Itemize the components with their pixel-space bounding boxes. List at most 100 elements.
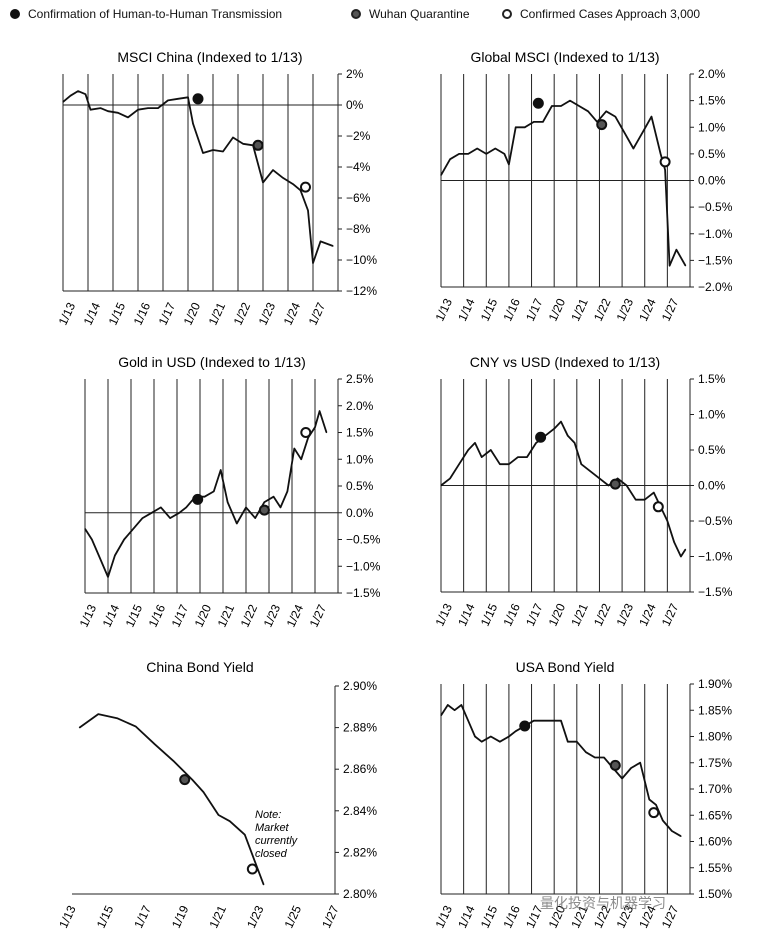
data-point: [673, 541, 675, 543]
x-tick-label: 1/13: [432, 296, 455, 323]
data-point: [585, 751, 587, 753]
legend-label: Confirmation of Human-to-Human Transmiss…: [28, 7, 283, 21]
data-point: [69, 95, 72, 97]
data-point: [222, 150, 224, 153]
x-tick-label: 1/24: [281, 300, 304, 327]
data-point: [607, 484, 610, 487]
data-point: [449, 477, 451, 479]
data-point: [567, 435, 569, 437]
x-tick-label: 1/15: [478, 601, 501, 628]
chart-title: China Bond Yield: [146, 659, 253, 675]
x-tick-label: 1/14: [81, 300, 104, 327]
data-point: [560, 421, 562, 423]
x-tick-label: 1/17: [523, 296, 546, 323]
data-point: [137, 109, 139, 111]
data-point: [151, 512, 153, 514]
data-point: [503, 153, 505, 155]
data-point: [99, 107, 102, 109]
data-point: [490, 449, 492, 451]
data-point: [569, 100, 571, 102]
event-marker-filled: [532, 97, 544, 109]
data-point: [476, 147, 478, 150]
y-tick-label: 1.5%: [698, 372, 726, 386]
data-point: [202, 152, 204, 154]
x-tick-label: 1/14: [455, 601, 478, 628]
data-point: [107, 576, 109, 578]
y-tick-label: 2.0%: [346, 399, 374, 413]
x-tick-label: 1/16: [500, 903, 523, 930]
x-tick-label: 1/24: [636, 296, 659, 323]
data-point: [244, 834, 246, 836]
y-tick-label: 2.0%: [698, 67, 726, 81]
chart-title: Global MSCI (Indexed to 1/13): [470, 49, 659, 65]
x-tick-label: 1/20: [181, 300, 204, 327]
data-point: [440, 174, 442, 176]
y-tick-label: −8%: [346, 222, 371, 236]
x-tick-label: 1/16: [146, 602, 169, 629]
y-tick-label: −6%: [346, 191, 371, 205]
data-point: [490, 735, 492, 738]
x-tick-label: 1/21: [206, 300, 229, 327]
series-line: [78, 713, 265, 885]
data-point: [98, 554, 100, 557]
data-point: [229, 820, 231, 822]
data-point: [62, 101, 64, 103]
x-tick-label: 1/19: [169, 903, 192, 930]
event-marker-mid: [609, 759, 621, 771]
x-tick-label: 1/17: [156, 300, 179, 327]
series-line: [440, 99, 687, 267]
y-tick-label: 1.75%: [698, 756, 732, 770]
data-point: [680, 835, 682, 837]
x-tick-label: 1/27: [307, 602, 330, 629]
data-point: [272, 169, 274, 171]
x-tick-label: 1/23: [244, 903, 267, 930]
data-point: [644, 499, 646, 501]
data-point: [467, 449, 469, 451]
data-point: [262, 181, 264, 184]
data-point: [560, 720, 562, 722]
data-point: [533, 720, 535, 722]
data-point: [573, 442, 576, 444]
data-point: [169, 517, 171, 519]
y-tick-label: 1.90%: [698, 677, 732, 691]
data-point: [314, 426, 316, 428]
y-tick-label: 2.5%: [346, 372, 374, 386]
data-point: [192, 123, 194, 125]
data-point: [202, 791, 205, 793]
data-point: [684, 265, 687, 267]
chart-title: CNY vs USD (Indexed to 1/13): [470, 354, 660, 370]
data-point: [485, 153, 487, 155]
x-tick-label: 1/13: [77, 602, 100, 629]
x-tick-label: 1/22: [231, 300, 254, 327]
data-point: [578, 105, 580, 107]
x-tick-label: 1/20: [546, 296, 569, 323]
data-point: [508, 463, 510, 465]
data-point: [664, 169, 666, 171]
data-point: [684, 548, 687, 550]
data-point: [653, 492, 655, 494]
y-tick-label: 1.80%: [698, 730, 732, 744]
x-tick-label: 1/23: [256, 300, 279, 327]
x-tick-label: 1/15: [478, 903, 501, 930]
x-tick-label: 1/21: [568, 296, 591, 323]
chart-global-msci: Global MSCI (Indexed to 1/13) 2.0% 1.5% 1.0…: [432, 49, 732, 323]
data-point: [307, 209, 309, 211]
data-point: [132, 528, 134, 530]
y-tick-label: 1.65%: [698, 808, 732, 822]
data-point: [524, 126, 526, 128]
data-point: [453, 709, 456, 711]
filled-circle-icon: [10, 9, 20, 19]
y-tick-label: 0.5%: [698, 443, 726, 457]
x-tick-label: 1/16: [500, 601, 523, 628]
data-point: [567, 741, 569, 743]
data-point: [474, 735, 476, 738]
x-tick-label: 1/16: [500, 296, 523, 323]
y-tick-label: 2.88%: [343, 721, 377, 735]
y-tick-label: 2.82%: [343, 845, 377, 859]
data-point: [449, 158, 451, 160]
x-tick-label: 1/24: [636, 601, 659, 628]
data-point: [542, 121, 544, 123]
y-tick-label: 2.84%: [343, 804, 377, 818]
y-tick-label: 2.86%: [343, 762, 377, 776]
dark-circle-icon: [351, 9, 361, 19]
